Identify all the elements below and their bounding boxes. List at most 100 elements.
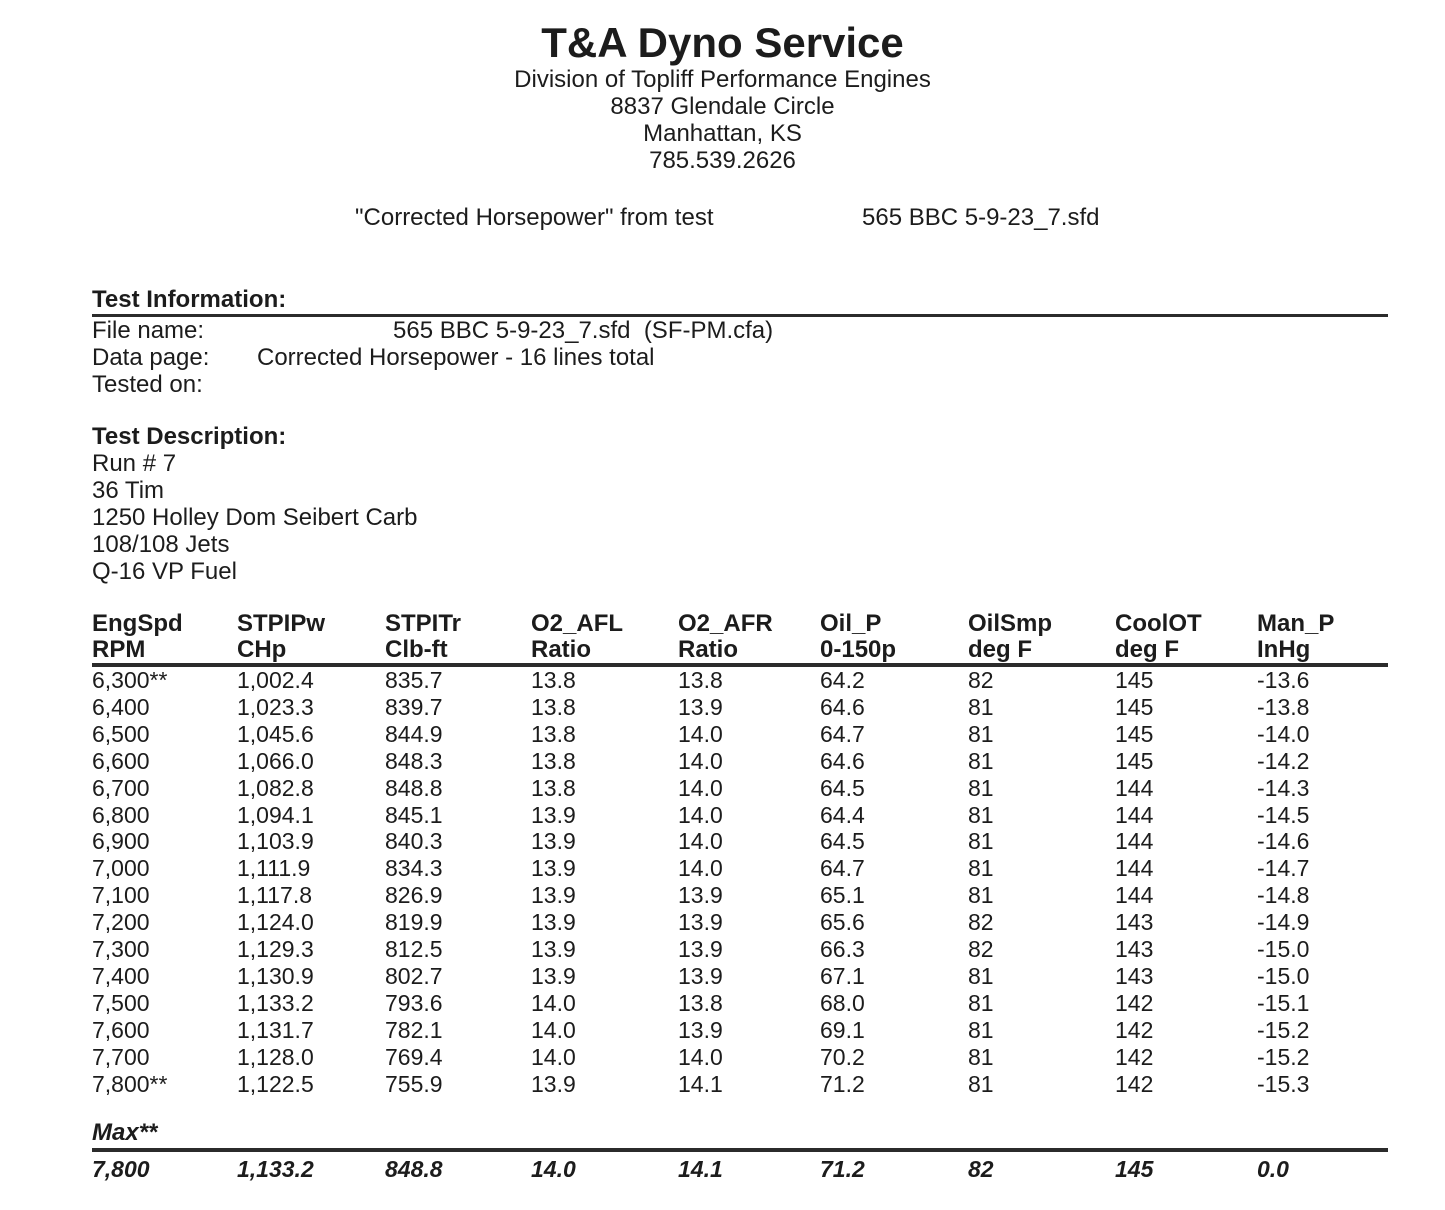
table-cell: 802.7: [385, 962, 443, 989]
table-cell: 81: [968, 962, 994, 989]
table-cell: 7,100: [92, 882, 150, 909]
table-cell: 65.1: [820, 882, 865, 909]
description-line: 1250 Holley Dom Seibert Carb: [92, 504, 418, 531]
table-cell: 82: [968, 936, 994, 963]
table-row: 7,300 1,129.3 812.5 13.9 13.9 66.3 82 143 -15.0: [92, 936, 1388, 963]
table-cell: 64.7: [820, 855, 865, 882]
table-cell: 13.8: [678, 989, 723, 1016]
max-row: 7,800 1,133.2 848.8 14.0 14.1 71.2 82 145 0.0: [92, 1156, 1388, 1183]
test-information-heading: Test Information:: [92, 286, 1388, 317]
table-cell: 1,002.4: [237, 667, 314, 693]
company-name: T&A Dyno Service: [541, 19, 904, 66]
table-row: 6,400 1,023.3 839.7 13.8 13.9 64.6 81 145 -13.8: [92, 694, 1388, 721]
table-cell: 7,500: [92, 989, 150, 1016]
table-cell: -14.0: [1257, 720, 1310, 747]
table-row: 6,600 1,066.0 848.3 13.8 14.0 64.6 81 145 -14.2: [92, 748, 1388, 775]
table-cell: 13.8: [531, 774, 576, 801]
table-cell: 65.6: [820, 909, 865, 936]
table-cell: 819.9: [385, 909, 443, 936]
table-cell: -14.6: [1257, 828, 1310, 855]
table-cell: 7,800**: [92, 1070, 168, 1097]
table-cell: 64.5: [820, 828, 865, 855]
table-cell: -13.6: [1257, 667, 1310, 693]
table-cell: 142: [1115, 1016, 1154, 1043]
table-cell: -15.2: [1257, 1016, 1310, 1043]
table-cell: 143: [1115, 909, 1154, 936]
table-cell: 14.0: [678, 774, 723, 801]
max-cell: 14.1: [678, 1155, 723, 1182]
table-cell: 812.5: [385, 936, 443, 963]
data-page-value: Corrected Horsepower - 16 lines total: [257, 344, 655, 371]
table-cell: 144: [1115, 882, 1154, 909]
table-row: 7,200 1,124.0 819.9 13.9 13.9 65.6 82 143 -14.9: [92, 909, 1388, 936]
table-cell: 144: [1115, 801, 1154, 828]
table-cell: 13.9: [678, 1016, 723, 1043]
table-cell: 1,094.1: [237, 801, 314, 828]
table-cell: 81: [968, 882, 994, 909]
table-cell: 848.3: [385, 747, 443, 774]
table-cell: 143: [1115, 962, 1154, 989]
column-header: OilSmp deg F: [968, 611, 1115, 667]
table-cell: 13.9: [531, 1070, 576, 1097]
table-cell: 14.1: [678, 1070, 723, 1097]
table-row: 7,600 1,131.7 782.1 14.0 13.9 69.1 81 142 -15.2: [92, 1017, 1388, 1044]
table-row: 6,300** 1,002.4 835.7 13.8 13.8 64.2 82 145 -13.…: [92, 665, 1388, 694]
table-cell: 13.9: [531, 855, 576, 882]
max-cell: 14.0: [531, 1155, 576, 1182]
tested-on-label: Tested on:: [92, 371, 203, 398]
table-cell: 1,124.0: [237, 909, 314, 936]
table-cell: 68.0: [820, 989, 865, 1016]
table-cell: 13.9: [531, 828, 576, 855]
table-cell: 6,800: [92, 801, 150, 828]
table-cell: 7,600: [92, 1016, 150, 1043]
table-cell: 7,700: [92, 1043, 150, 1070]
column-header: CoolOT deg F: [1115, 611, 1257, 667]
table-row: 6,500 1,045.6 844.9 13.8 14.0 64.7 81 145 -14.0: [92, 721, 1388, 748]
table-cell: 13.8: [678, 667, 723, 693]
table-cell: 81: [968, 801, 994, 828]
table-cell: 64.6: [820, 747, 865, 774]
table-cell: 13.9: [678, 909, 723, 936]
table-cell: 7,400: [92, 962, 150, 989]
table-cell: 14.0: [678, 720, 723, 747]
table-cell: 70.2: [820, 1043, 865, 1070]
table-cell: 6,700: [92, 774, 150, 801]
table-cell: 6,500: [92, 720, 150, 747]
table-cell: 1,131.7: [237, 1016, 314, 1043]
table-cell: 13.8: [531, 747, 576, 774]
letterhead: T&A Dyno Service Division of Topliff Per…: [0, 0, 1445, 175]
max-cell: 848.8: [385, 1155, 443, 1182]
table-cell: 13.9: [531, 962, 576, 989]
table-cell: -14.3: [1257, 774, 1310, 801]
report-file-name: 565 BBC 5-9-23_7.sfd: [862, 204, 1100, 231]
table-cell: 13.9: [678, 882, 723, 909]
table-cell: 848.8: [385, 774, 443, 801]
table-cell: 13.8: [531, 667, 576, 693]
table-cell: 82: [968, 667, 994, 693]
table-cell: 1,117.8: [237, 882, 313, 909]
table-cell: 1,133.2: [237, 989, 314, 1016]
table-cell: 14.0: [678, 1043, 723, 1070]
table-cell: 81: [968, 828, 994, 855]
file-name-label: File name:: [92, 317, 205, 344]
company-phone: 785.539.2626: [649, 147, 796, 174]
table-cell: 793.6: [385, 989, 443, 1016]
company-city-state: Manhattan, KS: [643, 120, 802, 147]
table-cell: 13.8: [531, 720, 576, 747]
table-row: 6,900 1,103.9 840.3 13.9 14.0 64.5 81 144 -14.6: [92, 828, 1388, 855]
table-cell: 14.0: [678, 801, 723, 828]
table-cell: 1,066.0: [237, 747, 314, 774]
table-cell: 81: [968, 693, 994, 720]
table-cell: 755.9: [385, 1070, 443, 1097]
table-cell: 835.7: [385, 667, 443, 693]
max-label: Max**: [92, 1118, 158, 1146]
column-header: O2_AFR Ratio: [678, 611, 820, 667]
table-cell: 144: [1115, 774, 1154, 801]
table-cell: 81: [968, 1016, 994, 1043]
table-cell: 7,200: [92, 909, 150, 936]
file-name-value: 565 BBC 5-9-23_7.sfd (SF-PM.cfa): [393, 317, 774, 344]
table-cell: -14.9: [1257, 909, 1310, 936]
table-cell: 13.8: [531, 693, 576, 720]
max-divider: [92, 1147, 1388, 1152]
table-cell: 839.7: [385, 693, 443, 720]
